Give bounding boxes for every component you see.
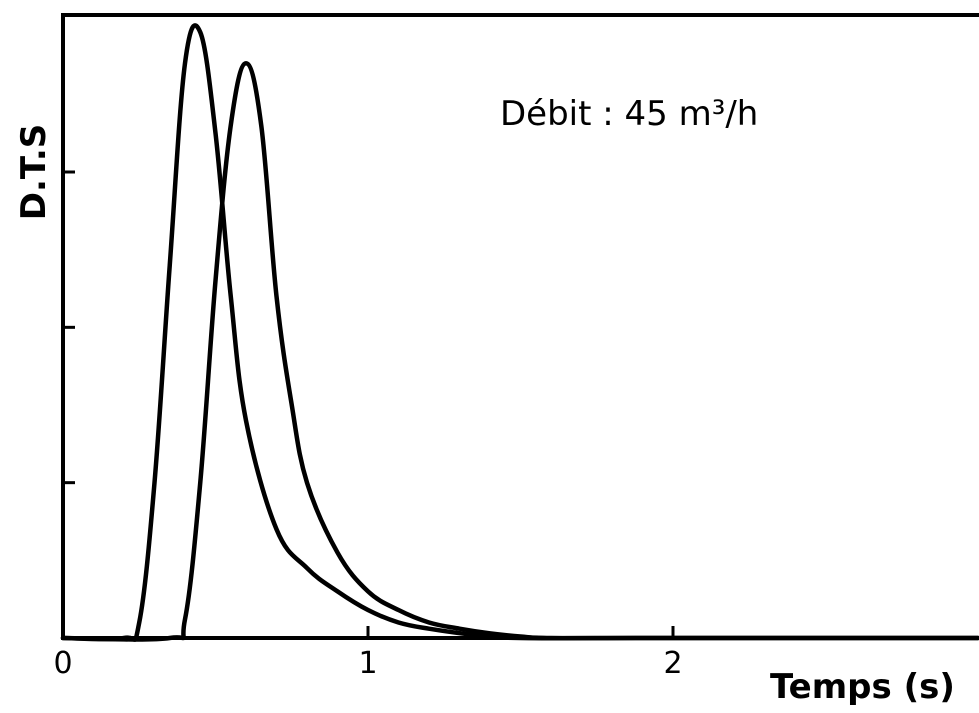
x-tick-label: 0 xyxy=(53,646,72,681)
flow-rate-annotation: Débit : 45 m³/h xyxy=(500,94,758,134)
y-axis-title: D.T.S xyxy=(14,124,54,221)
ticks xyxy=(63,170,675,638)
x-tick-labels: 0 1 2 xyxy=(53,646,682,681)
x-tick-label: 1 xyxy=(358,646,377,681)
x-axis-title: Temps (s) xyxy=(770,667,955,707)
series-group xyxy=(60,23,979,642)
series-line-2 xyxy=(60,61,979,642)
series-line-1 xyxy=(60,23,979,642)
x-tick-label: 2 xyxy=(663,646,682,681)
